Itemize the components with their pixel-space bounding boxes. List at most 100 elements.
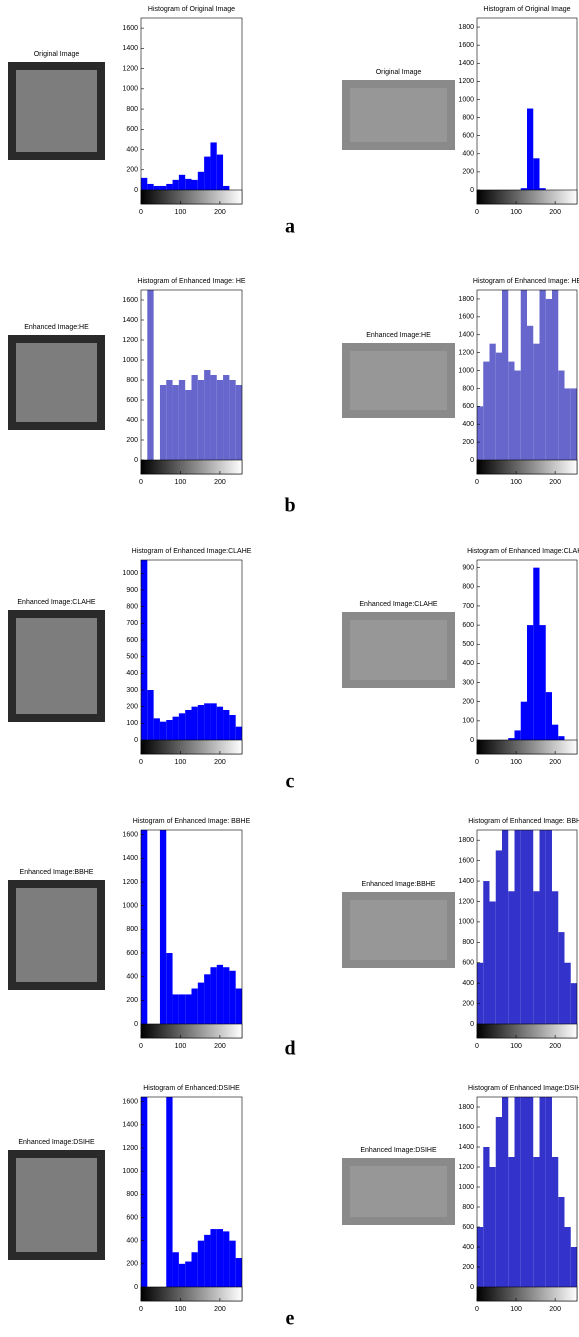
bar xyxy=(166,183,173,190)
bar xyxy=(210,142,217,190)
image-title: Enhanced Image:DSIHE xyxy=(360,1147,437,1154)
x-tick-label: 200 xyxy=(214,479,226,486)
bar xyxy=(159,830,167,1024)
bar xyxy=(235,385,242,460)
image-content xyxy=(350,351,447,410)
bar xyxy=(166,953,173,1024)
y-tick-label: 700 xyxy=(126,620,138,627)
chart-title: Histogram of Enhanced:DSIHE xyxy=(143,1085,240,1092)
bar xyxy=(210,703,217,740)
y-tick-label: 600 xyxy=(462,133,474,140)
image-title: Enhanced Image:CLAHE xyxy=(359,601,438,608)
image-content xyxy=(16,343,97,422)
chart-title: Histogram of Original Image xyxy=(483,6,570,13)
colorbar xyxy=(140,1023,243,1039)
bar xyxy=(533,343,540,460)
bar xyxy=(223,1231,230,1287)
bar xyxy=(495,1117,502,1287)
bar xyxy=(204,1234,211,1287)
bar xyxy=(514,1097,521,1287)
bar xyxy=(545,298,552,460)
y-tick-label: 400 xyxy=(126,670,138,677)
y-tick-label: 0 xyxy=(134,1021,138,1028)
bar xyxy=(558,370,565,460)
y-tick-label: 300 xyxy=(126,687,138,694)
bar xyxy=(210,1229,217,1287)
y-tick-label: 400 xyxy=(462,151,474,158)
bar xyxy=(204,156,211,190)
y-tick-label: 1200 xyxy=(122,879,138,886)
y-tick-label: 400 xyxy=(462,421,474,428)
bar xyxy=(514,370,521,460)
y-tick-label: 800 xyxy=(126,604,138,611)
bar xyxy=(539,625,546,740)
bar xyxy=(216,964,224,1024)
bar xyxy=(147,183,154,190)
bar xyxy=(483,1147,490,1287)
image-content xyxy=(350,88,447,142)
bar xyxy=(166,1097,173,1287)
y-tick-label: 1200 xyxy=(458,78,474,85)
bar xyxy=(197,380,205,460)
bar xyxy=(502,1097,509,1287)
y-tick-label: 900 xyxy=(462,565,474,572)
bar xyxy=(558,932,565,1024)
bar xyxy=(564,388,571,460)
y-tick-label: 800 xyxy=(126,1191,138,1198)
y-tick-label: 500 xyxy=(462,641,474,648)
chart-title: Histogram of Enhanced Image:CLAHE xyxy=(467,548,579,555)
bar xyxy=(570,388,577,460)
x-tick-label: 0 xyxy=(139,479,143,486)
bar xyxy=(178,174,186,190)
bar xyxy=(216,380,224,460)
x-tick-label: 100 xyxy=(175,1306,187,1313)
image-title: Enhanced Image:HE xyxy=(366,332,431,339)
y-tick-label: 800 xyxy=(126,106,138,113)
colorbar xyxy=(476,1023,578,1039)
y-tick-label: 1600 xyxy=(458,314,474,321)
bar xyxy=(197,171,205,190)
x-tick-label: 100 xyxy=(175,759,187,766)
x-tick-label: 200 xyxy=(549,759,561,766)
image-content xyxy=(16,618,97,714)
bar xyxy=(185,178,192,190)
bar xyxy=(527,325,534,460)
bar xyxy=(520,188,527,190)
y-tick-label: 1000 xyxy=(122,1168,138,1175)
bar xyxy=(495,352,502,460)
x-tick-label: 100 xyxy=(510,479,522,486)
bar xyxy=(172,1252,179,1287)
bar xyxy=(533,158,540,190)
x-tick-label: 200 xyxy=(549,1043,561,1050)
y-tick-label: 200 xyxy=(462,1264,474,1271)
image-title: Enhanced Image:DSIHE xyxy=(18,1139,95,1146)
y-tick-label: 1000 xyxy=(458,1184,474,1191)
y-tick-label: 200 xyxy=(126,1261,138,1268)
bar xyxy=(235,1258,242,1287)
y-tick-label: 1400 xyxy=(458,60,474,67)
chart-title: Histogram of Enhanced Image:DSIHE xyxy=(468,1085,579,1092)
bar xyxy=(527,625,534,740)
colorbar xyxy=(140,189,243,205)
y-tick-label: 0 xyxy=(470,1284,474,1291)
bar xyxy=(178,994,186,1024)
bar xyxy=(539,188,546,190)
x-tick-label: 0 xyxy=(139,209,143,216)
image-content xyxy=(16,1158,97,1252)
y-tick-label: 400 xyxy=(462,660,474,667)
y-tick-label: 200 xyxy=(126,704,138,711)
y-tick-label: 1400 xyxy=(458,332,474,339)
bar xyxy=(229,380,236,460)
bar xyxy=(204,974,211,1024)
bar xyxy=(185,994,192,1024)
y-tick-label: 1600 xyxy=(122,1098,138,1105)
bar xyxy=(552,1157,559,1287)
y-tick-label: 1600 xyxy=(122,25,138,32)
bar xyxy=(483,881,490,1024)
colorbar xyxy=(476,189,578,205)
bar xyxy=(159,721,167,740)
y-tick-label: 400 xyxy=(126,974,138,981)
y-tick-label: 0 xyxy=(134,457,138,464)
image-title: Enhanced Image:CLAHE xyxy=(17,599,96,606)
